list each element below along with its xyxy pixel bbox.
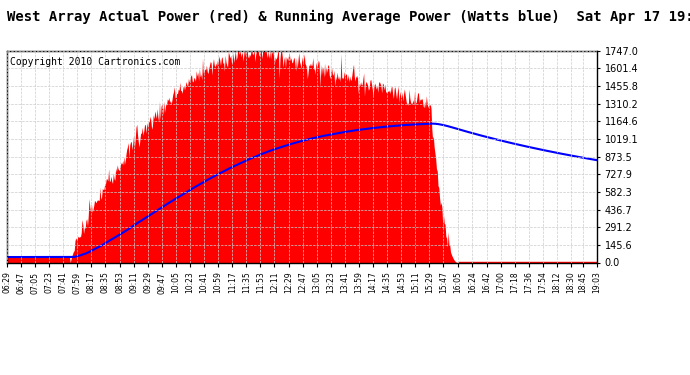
Text: Copyright 2010 Cartronics.com: Copyright 2010 Cartronics.com <box>10 57 180 67</box>
Text: West Array Actual Power (red) & Running Average Power (Watts blue)  Sat Apr 17 1: West Array Actual Power (red) & Running … <box>7 9 690 24</box>
